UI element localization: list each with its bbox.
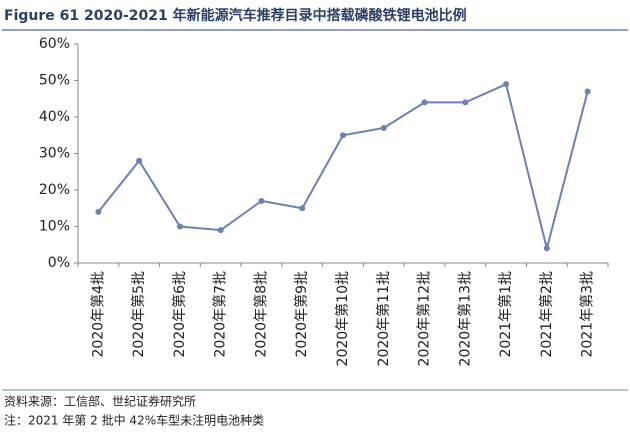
point	[217, 227, 224, 234]
x-tick-label: 2020年第9批	[293, 271, 310, 358]
point	[543, 245, 550, 252]
x-tick-label: 2020年第11批	[375, 271, 392, 366]
x-tick-label: 2021年第3批	[579, 271, 596, 358]
y-tick-label: 0%	[48, 255, 70, 271]
y-tick-label: 20%	[39, 182, 70, 198]
point	[136, 157, 143, 164]
point	[584, 88, 591, 95]
x-tick-label: 2020年第6批	[171, 271, 188, 358]
y-tick-label: 60%	[39, 36, 70, 52]
x-tick-label: 2021年第1批	[497, 271, 514, 358]
y-tick-label: 10%	[39, 219, 70, 235]
point	[340, 132, 346, 139]
x-tick-label: 2020年第5批	[130, 271, 147, 358]
note: 注：2021 年第 2 批中 42%车型未注明电池种类	[4, 413, 264, 428]
y-tick-label: 50%	[39, 73, 70, 89]
point	[299, 205, 306, 212]
point	[503, 81, 510, 88]
point	[258, 197, 265, 204]
point	[421, 99, 428, 106]
y-tick-label: 40%	[39, 109, 70, 125]
point	[380, 124, 387, 131]
x-tick-label: 2020年第8批	[252, 271, 269, 358]
x-tick-label: 2020年第13批	[456, 271, 473, 366]
x-tick-label: 2020年第10批	[334, 271, 351, 366]
x-tick-label: 2020年第12批	[416, 271, 433, 366]
point	[462, 99, 469, 106]
x-tick-label: 2020年第4批	[89, 271, 106, 358]
x-tick-label: 2020年第7批	[212, 271, 229, 358]
line	[97, 82, 589, 249]
y-tick-label: 30%	[39, 146, 70, 162]
point	[176, 223, 183, 230]
point	[95, 208, 102, 215]
source: 资料来源：工信部、世纪证券研究所	[4, 394, 196, 409]
chart-title: Figure 61 2020-2021 年新能源汽车推荐目录中搭载磷酸铁锂电池比…	[4, 7, 467, 24]
x-tick-label: 2021年第2批	[538, 271, 555, 358]
